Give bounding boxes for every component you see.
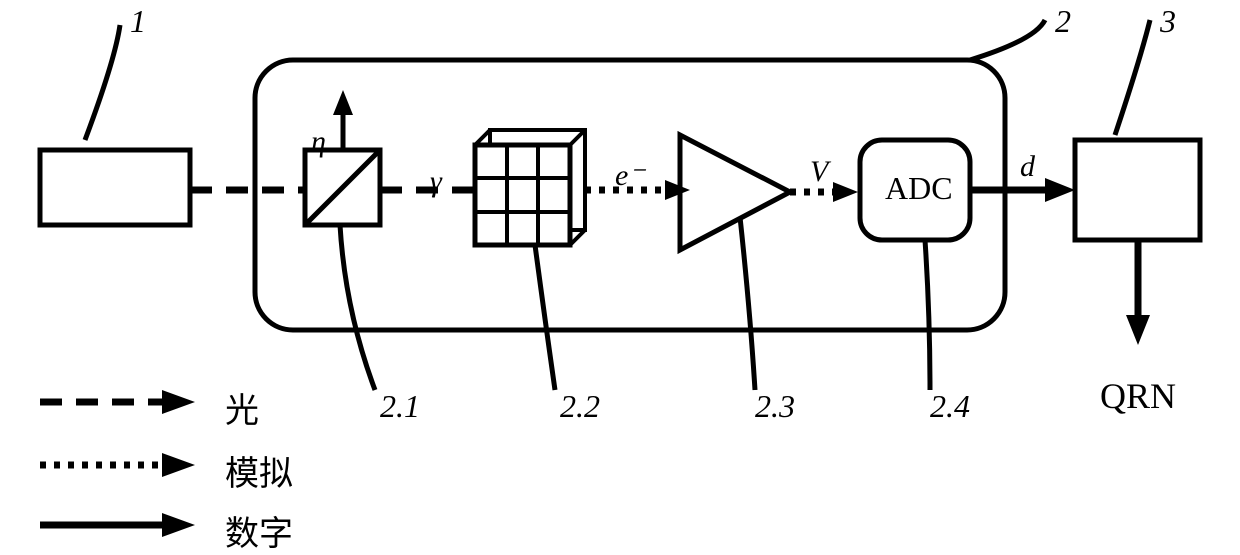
adc-label: ADC bbox=[885, 170, 953, 207]
label-eta: η bbox=[311, 125, 326, 159]
qrn-label: QRN bbox=[1100, 375, 1176, 417]
attenuator-diagonal bbox=[305, 150, 380, 225]
label-gamma: γ bbox=[430, 165, 442, 199]
label-2-3: 2.3 bbox=[755, 388, 795, 425]
label-electron: e⁻ bbox=[615, 158, 644, 193]
label-3: 3 bbox=[1160, 3, 1176, 40]
label-2-2: 2.2 bbox=[560, 388, 600, 425]
legend-analog-arrow bbox=[162, 453, 195, 477]
legend-light-text: 光 bbox=[225, 383, 259, 432]
arrow-digital-1 bbox=[1045, 178, 1075, 202]
label-2-1: 2.1 bbox=[380, 388, 420, 425]
label-2-4: 2.4 bbox=[930, 388, 970, 425]
block-1 bbox=[40, 150, 190, 225]
callout-2-2 bbox=[535, 245, 555, 390]
block-3 bbox=[1075, 140, 1200, 240]
callout-2-4 bbox=[925, 240, 930, 390]
callout-2-3 bbox=[740, 217, 755, 390]
label-voltage: V bbox=[810, 155, 828, 189]
legend-analog-text: 模拟 bbox=[225, 446, 293, 495]
callout-2-1 bbox=[340, 225, 375, 390]
attenuator-arrow-head bbox=[333, 90, 353, 115]
arrow-qrn bbox=[1126, 315, 1150, 345]
legend-digital-arrow bbox=[162, 513, 195, 537]
callout-1 bbox=[85, 25, 120, 140]
callout-2 bbox=[970, 20, 1045, 60]
label-digital-d: d bbox=[1020, 150, 1035, 184]
callout-3 bbox=[1115, 20, 1150, 135]
legend-light-arrow bbox=[162, 390, 195, 414]
label-1: 1 bbox=[130, 3, 146, 40]
arrow-analog-2 bbox=[833, 182, 858, 202]
detector-front bbox=[475, 145, 570, 245]
legend-digital-text: 数字 bbox=[225, 506, 293, 555]
label-2: 2 bbox=[1055, 3, 1071, 40]
diagram-svg bbox=[0, 0, 1240, 552]
amplifier bbox=[680, 135, 790, 250]
